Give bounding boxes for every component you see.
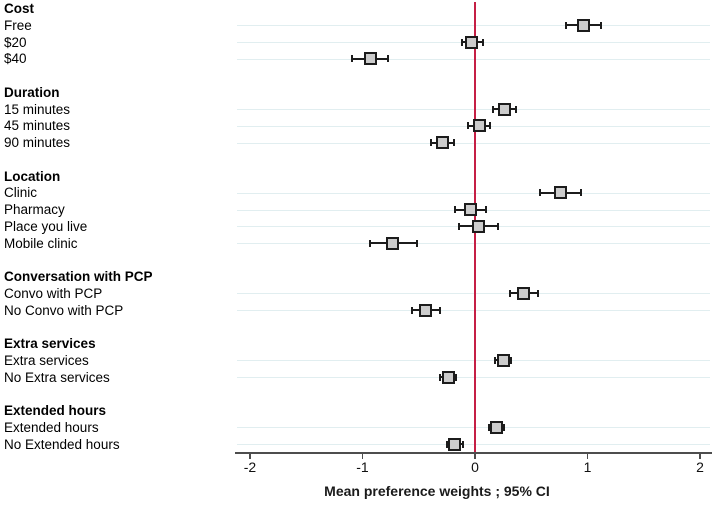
mean-marker [497,102,511,116]
ci-cap-left [565,21,568,29]
gridline [237,109,710,110]
row-label: Free [4,17,32,33]
x-tick [361,453,364,459]
ci-cap-left [460,38,463,46]
mean-marker [516,286,530,300]
mean-marker [473,119,486,133]
ci-cap-left [458,222,461,230]
ci-cap-right [496,222,499,230]
gridline [237,293,710,295]
mean-marker [464,203,477,216]
ci-cap-right [481,38,484,46]
ci-cap-right [579,189,582,197]
row-label: Place you live [4,218,88,234]
ci-cap-right [415,239,418,247]
ci-cap-left [369,239,372,247]
mean-marker [363,52,377,66]
gridline [237,360,710,362]
ci-cap-left [467,122,470,130]
mean-marker [386,236,400,250]
row-label: No Extended hours [4,436,120,452]
group-header: Extended hours [4,403,107,418]
ci-cap-left [439,373,442,381]
gridline [237,25,710,27]
row-label: $40 [4,51,27,67]
group-header: Location [4,168,61,184]
ci-cap-left [492,105,494,113]
x-tick [586,453,589,459]
x-tick-label: -1 [356,459,369,475]
mean-marker [465,35,479,49]
gridline [237,310,710,311]
mean-marker [435,136,449,149]
ci-cap-right [537,289,539,297]
ci-cap-right [485,206,488,213]
row-label: $20 [4,34,27,50]
x-tick-label: 1 [583,459,592,475]
ci-cap-right [503,423,506,431]
mean-marker [448,437,462,451]
ci-cap-right [461,440,464,448]
row-label: 45 minutes [4,118,71,134]
ci-cap-right [600,21,602,29]
ci-cap-right [514,105,517,113]
ci-cap-left [508,289,511,297]
row-label: 90 minutes [4,135,71,150]
gridline [237,58,710,60]
mean-marker [496,353,510,367]
row-label: Extended hours [4,419,99,435]
ci-cap-left [445,440,448,448]
row-label: Extra services [4,352,89,368]
row-label: 15 minutes [4,101,71,117]
mean-marker [489,420,503,434]
x-tick [699,453,701,459]
group-header: Conversation with PCP [4,269,153,284]
ci-cap-left [430,139,433,146]
gridline [237,427,710,429]
mean-marker [419,303,432,317]
row-label: Convo with PCP [4,285,103,301]
ci-cap-right [439,306,442,314]
row-label: Clinic [4,185,38,201]
mean-marker [554,186,567,200]
row-label: No Convo with PCP [4,302,124,318]
ci-cap-left [411,306,413,314]
gridline [237,377,710,378]
ci-cap-right [387,55,390,63]
mean-marker [441,370,455,384]
ci-cap-left [494,356,497,364]
group-header: Cost [4,1,34,16]
ci-cap-left [487,423,490,431]
x-tick-label: 2 [696,459,704,475]
mean-marker [471,219,485,233]
x-tick-label: 0 [471,459,479,475]
ci-cap-left [453,206,456,213]
x-tick [474,453,476,459]
x-tick-label: -2 [243,459,257,475]
gridline [237,142,710,144]
group-header: Duration [4,84,60,100]
ci-cap-right [488,122,491,130]
gridline [237,243,710,244]
gridline [237,444,710,445]
x-tick [249,453,251,459]
mean-marker [576,18,590,32]
row-label: Mobile clinic [4,235,78,251]
ci-cap-left [351,55,354,63]
ci-cap-right [452,139,455,146]
x-axis-line [235,451,712,454]
row-label: No Extra services [4,369,110,385]
gridline [237,192,710,194]
ci-cap-right [454,373,457,381]
x-axis-title: Mean preference weights ; 95% CI [324,483,550,499]
row-label: Pharmacy [4,202,65,217]
ci-cap-left [539,189,542,197]
ci-cap-right [510,356,512,364]
group-header: Extra services [4,336,96,351]
